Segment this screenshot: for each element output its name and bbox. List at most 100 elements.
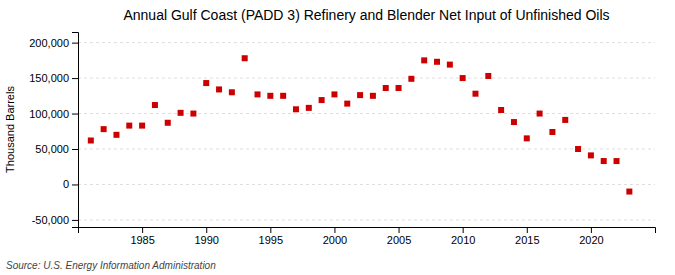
point <box>549 129 555 135</box>
point <box>460 75 466 81</box>
point <box>331 91 337 97</box>
tick-mark <box>399 227 400 233</box>
grid-line <box>78 78 655 79</box>
tick: 1985 <box>130 227 154 246</box>
point <box>126 123 132 129</box>
y-axis: -50,000 0 50,000 100,000 150,000 200,000 <box>29 33 78 228</box>
title: Annual Gulf Coast (PADD 3) Refinery and … <box>123 7 609 23</box>
tick: -50,000 <box>32 214 78 226</box>
tick: 50,000 <box>35 143 78 155</box>
tick-label: 2020 <box>579 234 603 246</box>
point <box>575 146 581 152</box>
grid <box>78 43 655 220</box>
tick-label: -50,000 <box>32 214 69 226</box>
point <box>447 62 453 68</box>
point <box>524 135 530 141</box>
tick: 2010 <box>451 227 475 246</box>
tick-label: 200,000 <box>29 37 69 49</box>
point <box>152 102 158 108</box>
tick-label: 150,000 <box>29 72 69 84</box>
tick-label: 1990 <box>194 234 218 246</box>
grid-line <box>78 42 655 43</box>
annotation: Source: U.S. Energy Information Administ… <box>6 260 216 271</box>
point <box>101 126 107 132</box>
tick-label: 2010 <box>451 234 475 246</box>
point <box>255 91 261 97</box>
point <box>190 111 196 117</box>
grid-line <box>78 113 655 114</box>
tick: 200,000 <box>29 37 78 49</box>
tick: 2000 <box>323 227 347 246</box>
grid-line <box>78 149 655 150</box>
point <box>408 76 414 82</box>
point <box>229 89 235 95</box>
tick-label: 2005 <box>387 234 411 246</box>
tick: 1990 <box>194 227 218 246</box>
point <box>383 85 389 91</box>
axis-line <box>79 228 656 234</box>
point <box>344 101 350 107</box>
point <box>472 91 478 97</box>
point <box>242 55 248 61</box>
tick: 100,000 <box>29 108 78 120</box>
point <box>280 93 286 99</box>
plot: 1985 1990 1995 2000 2005 2010 2015 2020 -50,000 0… <box>29 33 655 246</box>
tick: 1995 <box>259 227 283 246</box>
tick-mark <box>72 114 78 115</box>
point <box>203 80 209 86</box>
point <box>88 137 94 143</box>
tick: 2005 <box>387 227 411 246</box>
point <box>113 132 119 138</box>
tick: 0 <box>63 178 78 190</box>
point <box>178 110 184 116</box>
point <box>588 152 594 158</box>
point <box>614 158 620 164</box>
tick-mark <box>463 227 464 233</box>
point <box>511 119 517 125</box>
point <box>562 117 568 123</box>
tick-label: 100,000 <box>29 108 69 120</box>
point <box>216 86 222 92</box>
tick-label: 1995 <box>259 234 283 246</box>
tick-mark <box>72 149 78 150</box>
point <box>293 106 299 112</box>
x-axis: 1985 1990 1995 2000 2005 2010 2015 2020 <box>79 227 656 246</box>
point <box>485 73 491 79</box>
tick-label: 1985 <box>130 234 154 246</box>
points <box>88 55 633 194</box>
point <box>165 120 171 126</box>
point <box>306 105 312 111</box>
point <box>537 111 543 117</box>
tick-mark <box>527 227 528 233</box>
tick-label: 50,000 <box>35 143 69 155</box>
grid-line <box>78 184 655 185</box>
tick-mark <box>206 227 207 233</box>
tick: 2015 <box>515 227 539 246</box>
point <box>421 57 427 63</box>
tick-mark <box>142 227 143 233</box>
axis-line <box>72 33 79 228</box>
point <box>319 97 325 103</box>
tick-mark <box>334 227 335 233</box>
tick: 150,000 <box>29 72 78 84</box>
point <box>601 158 607 164</box>
point <box>396 85 402 91</box>
point <box>139 123 145 129</box>
grid-line <box>78 219 655 220</box>
point <box>370 93 376 99</box>
point <box>357 92 363 98</box>
point <box>626 189 632 195</box>
tick-label: 0 <box>63 178 69 190</box>
tick-mark <box>72 220 78 221</box>
y-axis-title: Thousand Barrels <box>4 86 16 173</box>
tick: 2020 <box>579 227 603 246</box>
tick-mark <box>72 78 78 79</box>
tick-mark <box>270 227 271 233</box>
tick-label: 2015 <box>515 234 539 246</box>
tick-mark <box>72 43 78 44</box>
point <box>267 93 273 99</box>
tick-mark <box>591 227 592 233</box>
chart: 1985 1990 1995 2000 2005 2010 2015 2020 -50,000 0… <box>0 0 675 275</box>
point <box>498 107 504 113</box>
point <box>434 59 440 65</box>
